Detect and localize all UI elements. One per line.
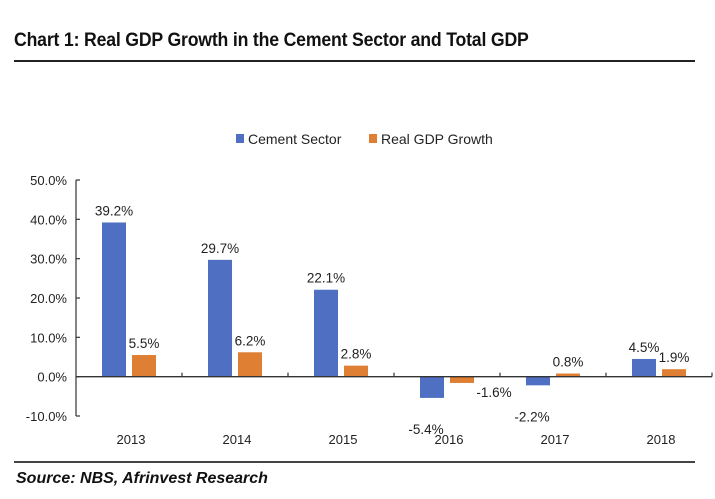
data-label: 5.5% xyxy=(129,336,160,351)
data-label: 0.8% xyxy=(553,355,584,370)
legend-label-0: Cement Sector xyxy=(248,131,342,147)
bar-cement-sector xyxy=(420,376,444,398)
x-tick-label: 2018 xyxy=(647,432,676,447)
bar-cement-sector xyxy=(314,289,338,377)
y-tick-label: -10.0% xyxy=(26,409,68,424)
bar-cement-sector xyxy=(526,376,550,386)
bar-real-gdp-growth xyxy=(450,376,474,383)
x-axis: 2013 2014 2015 2016 2017 2018 xyxy=(76,372,713,447)
x-tick-label: 2016 xyxy=(435,432,464,447)
bars xyxy=(102,222,686,398)
source-note: Source: NBS, Afrinvest Research xyxy=(16,470,268,487)
bar-real-gdp-growth xyxy=(556,373,580,377)
data-label: 1.9% xyxy=(659,350,690,365)
data-label: 4.5% xyxy=(629,340,660,355)
y-axis: 50.0% 40.0% 30.0% 20.0% 10.0% 0.0% -10.0% xyxy=(26,173,80,424)
legend: Cement Sector Real GDP Growth xyxy=(236,131,493,147)
y-tick-label: 10.0% xyxy=(30,330,67,345)
data-labels: 39.2% 5.5% 29.7% 6.2% 22.1% 2.8% -5.4% -1.6%-2.… xyxy=(95,203,690,436)
data-label: 2.8% xyxy=(341,347,372,362)
bar-real-gdp-growth xyxy=(132,355,156,377)
x-tick-label: 2017 xyxy=(541,432,570,447)
source-divider xyxy=(14,461,695,463)
y-tick-label: 0.0% xyxy=(37,370,67,385)
chart-title: Chart 1: Real GDP Growth in the Cement S… xyxy=(14,30,529,51)
data-label: 29.7% xyxy=(201,241,239,256)
y-tick-label: 30.0% xyxy=(30,252,67,267)
data-label: -2.2% xyxy=(514,409,549,424)
y-tick-label: 20.0% xyxy=(30,291,67,306)
data-label: 22.1% xyxy=(307,271,345,286)
x-tick-label: 2014 xyxy=(223,432,252,447)
bar-real-gdp-growth xyxy=(238,352,262,377)
bar-cement-sector xyxy=(102,222,126,377)
data-label: 6.2% xyxy=(235,333,266,348)
legend-swatch-1 xyxy=(369,134,377,143)
bar-real-gdp-growth xyxy=(344,365,368,377)
legend-swatch-0 xyxy=(236,134,244,143)
y-tick-label: 50.0% xyxy=(30,173,67,188)
bar-cement-sector xyxy=(208,259,232,377)
bar-real-gdp-growth xyxy=(662,369,686,377)
y-tick-label: 40.0% xyxy=(30,212,67,227)
data-label: -1.6% xyxy=(476,385,511,400)
x-tick-label: 2013 xyxy=(117,432,146,447)
title-divider xyxy=(14,60,695,62)
data-label: 39.2% xyxy=(95,203,133,218)
legend-label-1: Real GDP Growth xyxy=(381,131,493,147)
bar-cement-sector xyxy=(632,358,656,377)
data-label: -5.4% xyxy=(408,422,443,437)
x-tick-label: 2015 xyxy=(329,432,358,447)
